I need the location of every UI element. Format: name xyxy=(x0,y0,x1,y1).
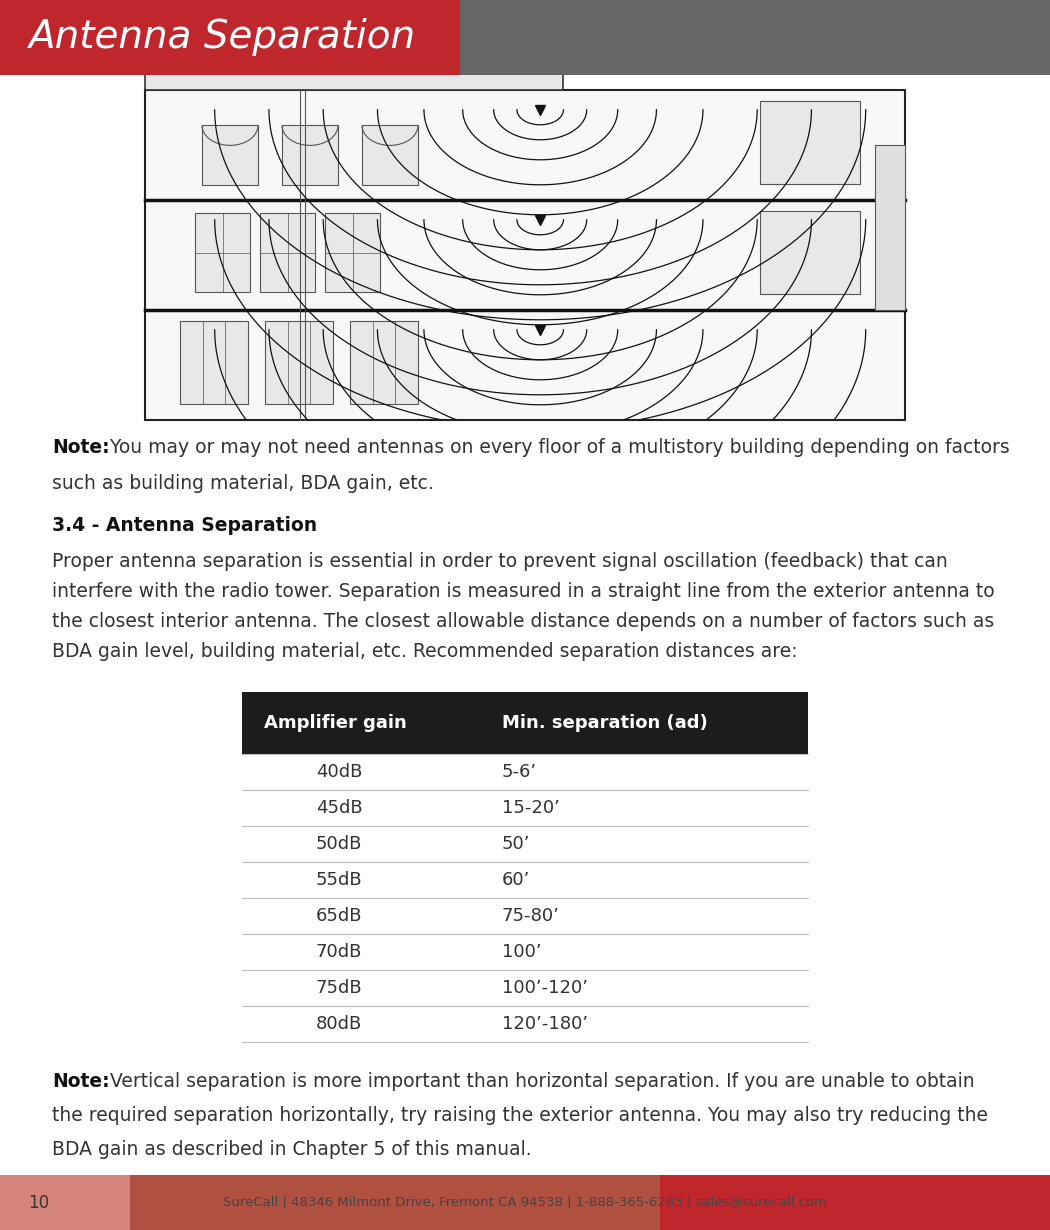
Text: such as building material, BDA gain, etc.: such as building material, BDA gain, etc… xyxy=(52,474,434,493)
Text: 5-6’: 5-6’ xyxy=(502,763,537,781)
Bar xyxy=(362,125,418,184)
Bar xyxy=(242,692,808,754)
Bar xyxy=(350,321,418,403)
Text: 120’-180’: 120’-180’ xyxy=(502,1015,588,1033)
Bar xyxy=(660,1175,1050,1230)
Text: Amplifier gain: Amplifier gain xyxy=(264,713,406,732)
Text: SureCall | 48346 Milmont Drive, Fremont CA 94538 | 1-888-365-6283 | sales@sureca: SureCall | 48346 Milmont Drive, Fremont … xyxy=(223,1196,827,1209)
Text: 70dB: 70dB xyxy=(316,943,362,961)
Text: Note:: Note: xyxy=(52,438,109,458)
Bar xyxy=(130,1175,660,1230)
Text: 75dB: 75dB xyxy=(316,979,362,998)
Bar xyxy=(760,212,860,294)
Bar xyxy=(282,125,338,184)
Text: Vertical separation is more important than horizontal separation. If you are una: Vertical separation is more important th… xyxy=(104,1073,974,1091)
Bar xyxy=(145,90,905,419)
Bar xyxy=(760,101,860,183)
Bar xyxy=(202,125,258,184)
Bar xyxy=(460,0,1050,75)
Text: Antenna Separation: Antenna Separation xyxy=(28,18,415,57)
Text: BDA gain as described in Chapter 5 of this manual.: BDA gain as described in Chapter 5 of th… xyxy=(52,1140,531,1159)
Text: 60’: 60’ xyxy=(502,871,530,889)
Text: 65dB: 65dB xyxy=(316,907,362,925)
Text: Min. separation (ad): Min. separation (ad) xyxy=(502,713,708,732)
Bar xyxy=(0,1175,130,1230)
Bar xyxy=(145,62,563,73)
Bar xyxy=(180,321,248,403)
Text: interfere with the radio tower. Separation is measured in a straight line from t: interfere with the radio tower. Separati… xyxy=(52,582,994,601)
Text: 45dB: 45dB xyxy=(316,800,362,817)
Text: 100’-120’: 100’-120’ xyxy=(502,979,588,998)
Text: 50dB: 50dB xyxy=(316,835,362,852)
Text: the closest interior antenna. The closest allowable distance depends on a number: the closest interior antenna. The closes… xyxy=(52,613,994,631)
Text: 10: 10 xyxy=(28,1193,49,1212)
Text: 15-20’: 15-20’ xyxy=(502,800,560,817)
Text: 80dB: 80dB xyxy=(316,1015,362,1033)
Bar xyxy=(0,0,460,75)
Text: the required separation horizontally, try raising the exterior antenna. You may : the required separation horizontally, tr… xyxy=(52,1106,988,1125)
Text: 3.4 - Antenna Separation: 3.4 - Antenna Separation xyxy=(52,517,317,535)
Text: Proper antenna separation is essential in order to prevent signal oscillation (f: Proper antenna separation is essential i… xyxy=(52,552,948,571)
Text: 75-80’: 75-80’ xyxy=(502,907,560,925)
Text: BDA gain level, building material, etc. Recommended separation distances are:: BDA gain level, building material, etc. … xyxy=(52,642,798,661)
Bar xyxy=(145,73,563,90)
Bar xyxy=(875,145,905,310)
Text: 55dB: 55dB xyxy=(316,871,362,889)
Text: 50’: 50’ xyxy=(502,835,530,852)
Bar xyxy=(195,213,250,293)
Text: Note:: Note: xyxy=(52,1073,109,1091)
Bar xyxy=(265,321,333,403)
Text: 100’: 100’ xyxy=(502,943,542,961)
Bar xyxy=(326,213,380,293)
Bar xyxy=(260,213,315,293)
Text: You may or may not need antennas on every floor of a multistory building dependi: You may or may not need antennas on ever… xyxy=(104,438,1010,458)
Text: 40dB: 40dB xyxy=(316,763,362,781)
